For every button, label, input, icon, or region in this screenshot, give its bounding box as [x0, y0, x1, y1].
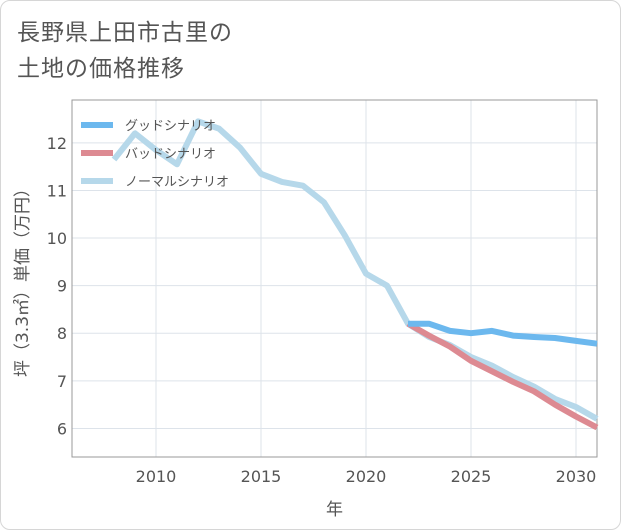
x-tick-label: 2030: [556, 467, 597, 486]
y-tick-label: 12: [47, 134, 67, 153]
y-tick-label: 11: [47, 181, 67, 200]
x-tick-label: 2010: [136, 467, 177, 486]
y-tick-label: 6: [57, 419, 67, 438]
x-tick-label: 2015: [241, 467, 282, 486]
x-tick-label: 2020: [346, 467, 387, 486]
legend-label-0: グッドシナリオ: [125, 119, 216, 134]
series-lines: [111, 118, 599, 431]
legend-label-2: ノーマルシナリオ: [125, 175, 229, 190]
y-axis-title: 坪（3.3㎡）単価（万円）: [13, 180, 33, 377]
chart-title: 長野県上田市古里の 土地の価格推移: [17, 15, 233, 87]
y-tick-labels: 6 7 8 9 10 11 12: [47, 134, 67, 439]
series-line-2: [111, 118, 599, 422]
series-line-1: [406, 321, 599, 431]
chart-title-line1: 長野県上田市古里の: [17, 20, 233, 46]
y-tick-label: 10: [47, 229, 67, 248]
x-axis-title: 年: [326, 500, 343, 520]
series-line-0: [408, 320, 598, 347]
x-tick-labels: 2010 2015 2020 2025 2030: [136, 467, 597, 486]
plot-area-frame: [71, 99, 598, 458]
y-tick-label: 7: [57, 372, 67, 391]
y-tick-label: 9: [57, 277, 67, 296]
chart-title-line2: 土地の価格推移: [17, 56, 185, 82]
y-tick-label: 8: [57, 324, 67, 343]
x-tick-label: 2025: [451, 467, 492, 486]
legend-label-1: バッドシナリオ: [125, 147, 216, 162]
